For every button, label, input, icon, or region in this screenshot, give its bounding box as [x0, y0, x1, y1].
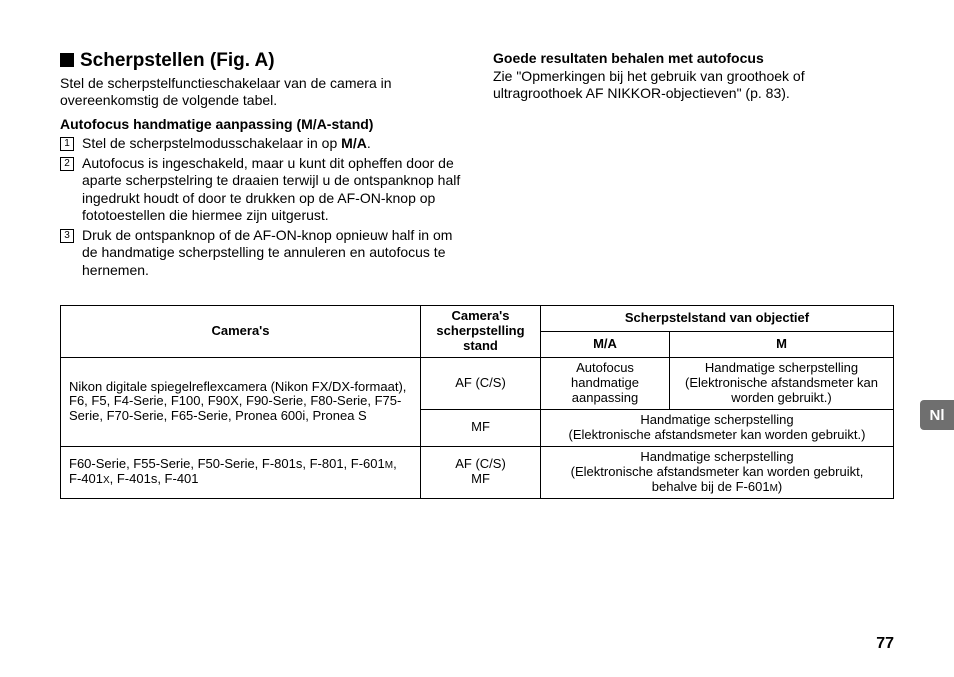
language-code: Nl [930, 407, 945, 424]
td-span-cell: Handmatige scherpstelling (Elektronische… [541, 409, 894, 446]
focus-mode-table: Camera's Camera's scherpstelling stand S… [60, 305, 894, 498]
right-column: Goede resultaten behalen met autofocus Z… [493, 50, 894, 281]
th-cameras: Camera's [61, 306, 421, 358]
language-tab: Nl [920, 400, 954, 430]
two-column-layout: Scherpstellen (Fig. A) Stel de scherpste… [60, 50, 894, 281]
step-number-icon: 2 [60, 157, 74, 171]
subsection-heading: Autofocus handmatige aanpassing (M/A-sta… [60, 116, 461, 134]
td-mode: AF (C/S) MF [421, 446, 541, 498]
td-camera-group-2: F60-Serie, F55-Serie, F50-Serie, F-801s,… [61, 446, 421, 498]
td-mode: AF (C/S) [421, 358, 541, 410]
step-text: Stel de scherpstelmodusschakelaar in op … [82, 135, 461, 153]
th-ma: M/A [541, 332, 670, 358]
square-bullet-icon [60, 53, 74, 67]
step-text: Druk de ontspanknop of de AF-ON-knop opn… [82, 227, 461, 280]
th-lens-mode: Scherpstelstand van objectief [541, 306, 894, 332]
step-3: 3 Druk de ontspanknop of de AF-ON-knop o… [60, 227, 461, 280]
td-span-cell: Handmatige scherpstelling (Elektronische… [541, 446, 894, 498]
step-2: 2 Autofocus is ingeschakeld, maar u kunt… [60, 155, 461, 225]
td-mode: MF [421, 409, 541, 446]
step-number-icon: 1 [60, 137, 74, 151]
td-ma-cell: Autofocus handmatige aanpassing [541, 358, 670, 410]
td-camera-group-1: Nikon digitale spiegelreflexcamera (Niko… [61, 358, 421, 447]
page-number: 77 [876, 635, 894, 653]
td-m-cell: Handmatige scherpstelling (Elektronische… [670, 358, 894, 410]
th-m: M [670, 332, 894, 358]
step-number-icon: 3 [60, 229, 74, 243]
right-text: Zie "Opmerkingen bij het gebruik van gro… [493, 68, 894, 103]
th-focus-mode: Camera's scherpstelling stand [421, 306, 541, 358]
left-column: Scherpstellen (Fig. A) Stel de scherpste… [60, 50, 461, 281]
heading-text: Scherpstellen (Fig. A) [80, 50, 275, 71]
section-heading: Scherpstellen (Fig. A) [60, 50, 461, 73]
step-text: Autofocus is ingeschakeld, maar u kunt d… [82, 155, 461, 225]
right-subheading: Goede resultaten behalen met autofocus [493, 50, 894, 68]
step-1: 1 Stel de scherpstelmodusschakelaar in o… [60, 135, 461, 153]
intro-text: Stel de scherpstelfunctieschakelaar van … [60, 75, 461, 110]
